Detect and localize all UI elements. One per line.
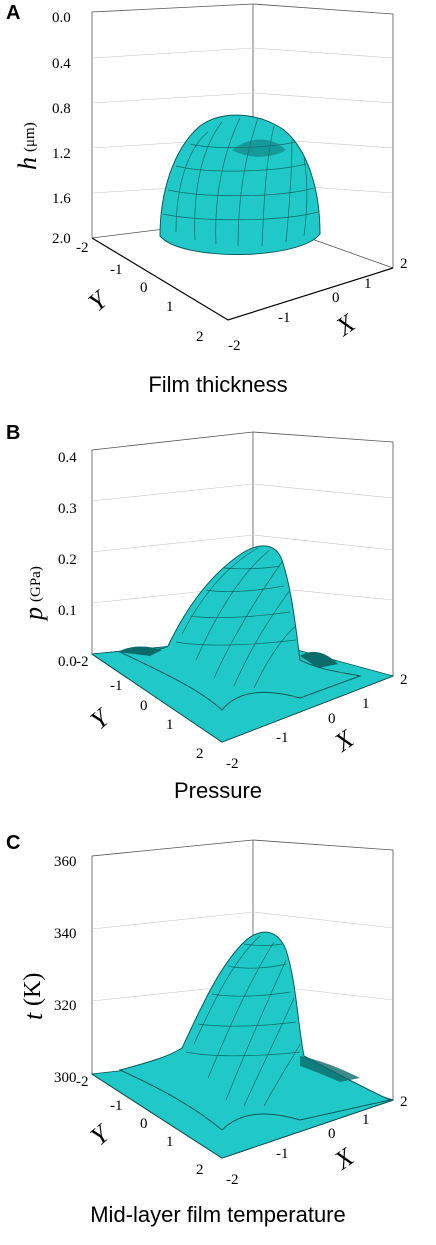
y-axis-label: Y: [83, 284, 115, 317]
y-tick-label: 1: [166, 299, 174, 315]
x-tick-label: 2: [400, 256, 408, 272]
panel-letter: A: [6, 2, 21, 24]
z-tick-label: 300: [54, 1070, 77, 1086]
x-tick-label: 2: [400, 1094, 408, 1110]
x-axis-label: X: [328, 1142, 359, 1176]
y-tick-label: 2: [196, 1162, 204, 1178]
figure-caption: Mid-layer film temperature: [90, 1202, 346, 1227]
figure-caption: Pressure: [173, 778, 263, 803]
y-tick-label: 0: [140, 698, 148, 714]
svg-text:(K): (K): [20, 973, 46, 1006]
panel-film-thickness: A 0.0 0.4 0.8 1.2 1.6 2.0 h (μm) -2: [0, 0, 436, 420]
x-tick-label: -1: [276, 730, 289, 746]
temperature-surface-plot: 360 340 320 300 t (K) -2 -1 0 1 2 Y -2 -…: [19, 839, 408, 1188]
x-tick-label: -2: [226, 756, 239, 772]
y-tick-label: -1: [110, 262, 123, 278]
y-tick-label: 0: [140, 1116, 148, 1132]
y-tick-label: -1: [110, 678, 123, 694]
pressure-surface: [90, 545, 395, 743]
y-tick-label: -2: [76, 654, 89, 670]
panel-mid-layer-temperature: C 360 340 320 300 t (K) -2 -1 0 1 2 Y -2…: [0, 830, 436, 1245]
y-axis-label: Y: [85, 702, 117, 735]
x-tick-label: 1: [364, 276, 372, 292]
y-tick-label: -2: [76, 1074, 89, 1090]
y-axis-label: Y: [85, 1118, 117, 1151]
base-edges: [91, 237, 394, 321]
x-tick-label: 0: [328, 711, 336, 727]
x-tick-label: -1: [276, 1146, 289, 1162]
y-tick-label: -2: [76, 240, 89, 256]
z-tick-label: 1.6: [52, 191, 71, 207]
z-tick-label: 0.2: [58, 552, 77, 568]
y-tick-label: 2: [196, 329, 204, 345]
z-axis-label: h (μm): [13, 122, 42, 170]
z-axis-label: t (K): [19, 973, 48, 1020]
z-tick-label: 0.0: [52, 10, 71, 26]
z-tick-label: 0.4: [52, 56, 71, 72]
z-tick-label: 340: [54, 926, 77, 942]
svg-text:h: h: [13, 157, 42, 170]
temperature-surface: [90, 931, 395, 1159]
svg-text:(GPa): (GPa): [28, 566, 44, 602]
z-tick-label: 0.8: [52, 101, 71, 117]
x-tick-label: 0: [328, 1126, 336, 1142]
svg-text:t: t: [19, 1012, 48, 1020]
z-tick-label: 1.2: [52, 146, 71, 162]
y-tick-label: 1: [166, 1134, 174, 1150]
z-tick-label: 0.3: [58, 501, 77, 517]
z-tick-label: 2.0: [52, 231, 71, 247]
x-axis-label: X: [330, 308, 361, 342]
x-axis-label: X: [328, 724, 359, 758]
panel-letter: C: [6, 832, 21, 854]
film-thickness-surface-plot: 0.0 0.4 0.8 1.2 1.6 2.0 h (μm) -2 -1 0 1…: [13, 3, 408, 354]
panel-letter: B: [6, 422, 21, 444]
z-tick-label: 0.1: [58, 603, 77, 619]
y-tick-label: 0: [140, 280, 148, 296]
x-tick-label: 0: [332, 290, 340, 306]
x-tick-label: -2: [228, 338, 241, 354]
x-tick-label: 2: [400, 672, 408, 688]
y-tick-label: -1: [110, 1098, 123, 1114]
panel-pressure: B 0.4 0.3 0.2 0.1 0.0 p (GPa) -2 -1 0 1 …: [0, 420, 436, 830]
z-tick-label: 320: [54, 998, 77, 1014]
svg-text:(μm): (μm): [22, 122, 38, 152]
film-thickness-surface: [159, 114, 321, 255]
y-tick-label: 1: [166, 717, 174, 733]
y-tick-label: 2: [196, 746, 204, 762]
z-gridlines: [91, 47, 394, 194]
svg-text:p: p: [19, 607, 48, 622]
z-tick-label: 0.4: [58, 450, 77, 466]
z-axis-label: p (GPa): [19, 566, 48, 622]
z-tick-label: 0.0: [58, 654, 77, 670]
x-tick-label: -1: [278, 310, 291, 326]
figure-caption: Film thickness: [148, 372, 288, 397]
pressure-surface-plot: 0.4 0.3 0.2 0.1 0.0 p (GPa) -2 -1 0 1 2 …: [19, 431, 408, 772]
x-tick-label: 1: [362, 696, 370, 712]
z-tick-label: 360: [54, 854, 77, 870]
x-tick-label: 1: [362, 1112, 370, 1128]
x-tick-label: -2: [226, 1172, 239, 1188]
